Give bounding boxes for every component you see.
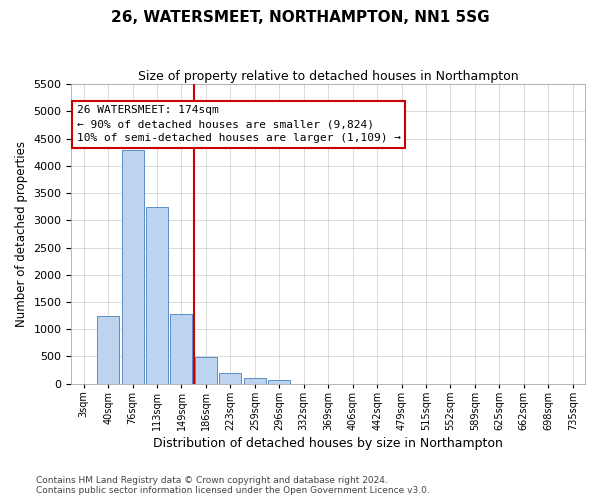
Text: 26, WATERSMEET, NORTHAMPTON, NN1 5SG: 26, WATERSMEET, NORTHAMPTON, NN1 5SG — [110, 10, 490, 25]
Text: Contains HM Land Registry data © Crown copyright and database right 2024.
Contai: Contains HM Land Registry data © Crown c… — [36, 476, 430, 495]
Bar — [268, 380, 290, 384]
Y-axis label: Number of detached properties: Number of detached properties — [15, 141, 28, 327]
Text: 26 WATERSMEET: 174sqm
← 90% of detached houses are smaller (9,824)
10% of semi-d: 26 WATERSMEET: 174sqm ← 90% of detached … — [77, 105, 401, 143]
Bar — [170, 314, 193, 384]
Title: Size of property relative to detached houses in Northampton: Size of property relative to detached ho… — [138, 70, 518, 83]
X-axis label: Distribution of detached houses by size in Northampton: Distribution of detached houses by size … — [153, 437, 503, 450]
Bar — [122, 150, 143, 384]
Bar — [195, 358, 217, 384]
Bar — [146, 206, 168, 384]
Bar — [244, 378, 266, 384]
Bar — [97, 316, 119, 384]
Bar — [220, 372, 241, 384]
